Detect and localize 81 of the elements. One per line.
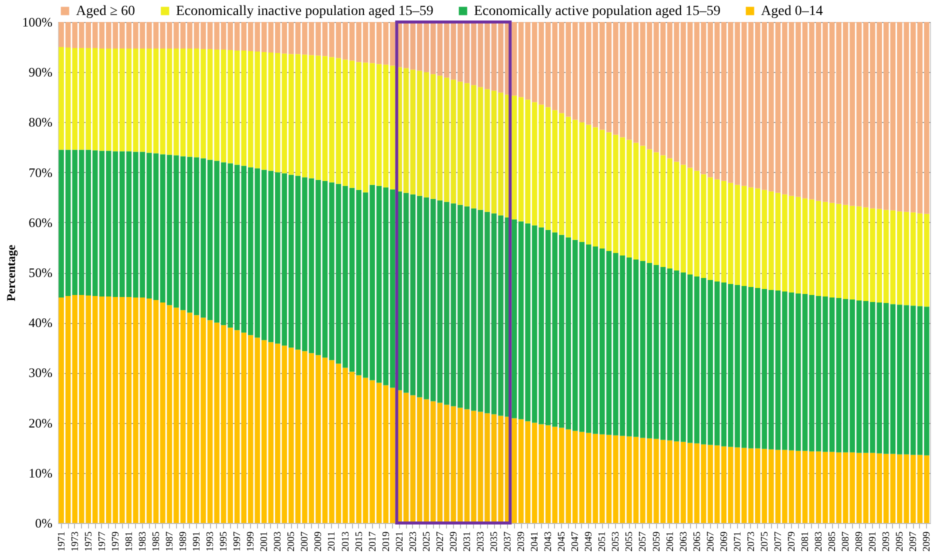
x-tick-label: 2007 [300,532,311,552]
y-tick-label: 80% [28,114,53,130]
y-tick-label: 90% [28,64,53,80]
x-tick-label: 2031 [462,532,473,552]
x-tick-label: 2095 [894,532,906,552]
x-tick-label: 2079 [786,532,798,552]
x-tick-label: 2059 [651,532,662,552]
x-tick-label: 1997 [232,532,244,552]
x-tick-label: 2055 [624,532,636,552]
legend-label: Economically inactive population aged 15–59 [176,4,434,19]
x-tick-label: 2053 [610,532,622,552]
x-tick-label: 2069 [718,532,730,552]
x-tick-label: 2009 [313,532,324,552]
x-tick-label: 1995 [218,532,230,552]
x-tick-label: 2001 [259,532,270,552]
x-tick-label: 2051 [597,532,608,552]
x-tick-label: 2071 [732,532,744,552]
x-tick-label: 2047 [570,532,582,552]
x-tick-label: 2005 [286,532,298,552]
x-tick-label: 1991 [192,532,203,552]
x-tick-label: 2011 [326,532,338,552]
x-tick-label: 2083 [814,532,825,552]
x-tick-label: 1975 [83,532,94,552]
x-tick-label: 2075 [759,532,770,552]
x-tick-label: 2063 [678,532,690,552]
x-tick-label: 2017 [367,532,378,552]
x-tick-label: 1981 [124,532,135,552]
x-tick-label: 2049 [584,532,595,552]
y-tick-label: 60% [28,214,53,230]
x-tick-label: 2061 [664,532,676,552]
y-axis-title: Percentage [4,244,18,302]
x-tick-label: 2041 [530,532,541,552]
x-tick-label: 2045 [556,532,568,552]
y-tick-label: 100% [22,14,53,30]
y-tick-label: 70% [28,164,53,180]
x-tick-label: 2025 [421,532,432,552]
x-tick-label: 2085 [827,532,838,552]
x-tick-label: 1993 [205,532,216,552]
x-tick-label: 1977 [96,532,108,552]
x-tick-label: 2077 [772,532,784,552]
x-tick-label: 2093 [881,532,892,552]
x-tick-label: 2057 [638,532,649,552]
y-tick-label: 10% [28,465,53,480]
x-tick-label: 1971 [56,532,68,552]
x-tick-label: 2097 [908,532,920,552]
y-tick-label: 30% [28,365,53,380]
x-tick-label: 2089 [854,532,866,552]
x-tick-label: 2065 [692,532,703,552]
x-tick-label: 2013 [340,532,352,552]
x-tick-label: 1973 [70,532,81,552]
legend-label: Aged ≥ 60 [76,4,136,19]
x-tick-label: 2015 [354,532,365,552]
x-tick-label: 1983 [137,532,148,552]
x-tick-label: 2081 [800,532,811,552]
x-tick-label: 2033 [475,532,486,552]
x-tick-label: 2023 [408,532,419,552]
x-tick-label: 1999 [246,532,257,552]
legend-label: Economically active population aged 15–59 [474,4,720,19]
x-tick-label: 2091 [868,532,879,552]
x-tick-label: 2035 [489,532,500,552]
y-tick-label: 40% [28,315,53,330]
x-tick-label: 2073 [746,532,757,552]
x-tick-label: 2099 [922,532,933,552]
x-tick-label: 2043 [543,532,554,552]
x-tick-label: 2003 [272,532,284,552]
y-tick-label: 20% [28,415,53,430]
y-tick-label: 50% [28,265,53,280]
x-tick-label: 2037 [502,532,514,552]
x-tick-label: 2019 [380,532,392,552]
x-tick-label: 1989 [178,532,190,552]
x-tick-label: 2029 [448,532,460,552]
y-tick-label: 0% [35,516,53,530]
x-tick-label: 2087 [840,532,852,552]
x-tick-label: 2067 [705,532,716,552]
legend-label: Aged 0–14 [761,4,823,19]
x-tick-label: 1985 [150,532,162,552]
x-tick-label: 1979 [110,532,122,552]
x-tick-label: 2027 [434,532,446,552]
x-tick-label: 2039 [516,532,528,552]
x-tick-label: 1987 [164,532,176,552]
x-tick-label: 2021 [394,532,406,552]
